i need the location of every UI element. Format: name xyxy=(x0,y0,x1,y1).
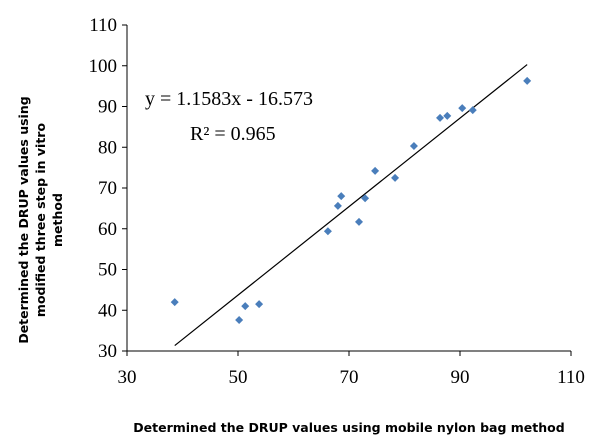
point xyxy=(409,142,418,151)
point xyxy=(170,298,179,307)
point xyxy=(337,192,346,201)
point xyxy=(361,194,370,203)
y-axis-title: modified three step in vitro xyxy=(33,123,48,318)
x-tick-label: 30 xyxy=(118,367,137,388)
y-tick-label: 90 xyxy=(98,97,117,118)
point xyxy=(255,300,264,309)
point xyxy=(391,173,400,182)
y-tick-label: 40 xyxy=(98,300,117,321)
x-tick-label: 110 xyxy=(557,367,585,388)
point xyxy=(458,104,467,113)
r-squared: R² = 0.965 xyxy=(190,123,276,145)
point xyxy=(371,166,380,175)
y-tick-label: 70 xyxy=(98,178,117,199)
point xyxy=(436,113,445,122)
point xyxy=(523,76,532,85)
point xyxy=(468,106,477,115)
y-axis-title: method xyxy=(50,193,65,247)
point xyxy=(241,302,250,311)
y-tick-label: 80 xyxy=(98,137,117,158)
point xyxy=(235,316,244,325)
y-tick-label: 60 xyxy=(98,219,117,240)
x-tick-label: 90 xyxy=(451,367,470,388)
point xyxy=(354,217,363,226)
y-tick-label: 110 xyxy=(89,15,117,36)
point xyxy=(443,111,452,120)
equation: y = 1.1583x - 16.573 xyxy=(145,88,313,110)
point xyxy=(333,201,342,210)
x-tick-label: 50 xyxy=(229,367,248,388)
x-axis-title: Determined the DRUP values using mobile … xyxy=(133,420,564,435)
point xyxy=(323,227,332,236)
y-tick-label: 30 xyxy=(98,341,117,362)
y-tick-label: 100 xyxy=(89,56,118,77)
x-tick-label: 70 xyxy=(340,367,359,388)
y-tick-label: 50 xyxy=(98,260,117,281)
y-axis-title: Determined the DRUP values using xyxy=(16,96,31,343)
trendline xyxy=(174,64,528,347)
